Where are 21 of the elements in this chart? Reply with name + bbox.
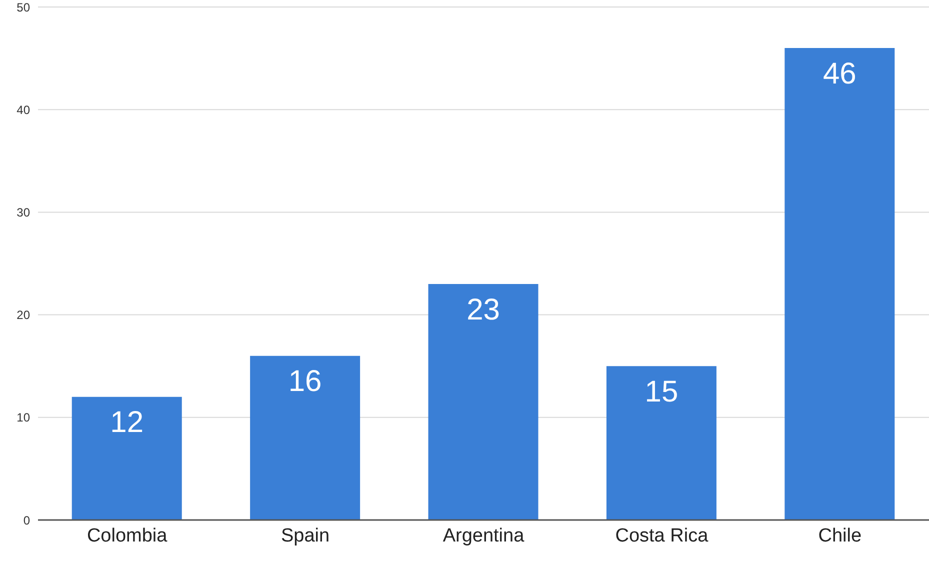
data-label: 16 [288, 365, 322, 398]
data-label: 12 [110, 406, 144, 440]
x-tick-label: Colombia [86, 525, 168, 546]
y-tick-label: 20 [16, 308, 30, 322]
y-tick-label: 30 [16, 205, 30, 220]
x-tick-label: Argentina [442, 525, 525, 546]
y-tick-label: 40 [16, 102, 30, 117]
data-label: 46 [822, 57, 856, 90]
x-tick-label: Costa Rica [615, 525, 709, 546]
x-tick-label: Chile [818, 525, 862, 546]
x-tick-label: Spain [280, 525, 330, 546]
bar [606, 366, 716, 520]
bar [72, 396, 182, 520]
bar [250, 356, 360, 520]
bar [784, 48, 895, 520]
y-tick-label: 50 [16, 0, 30, 14]
data-label: 15 [644, 375, 678, 408]
y-tick-label: 10 [16, 410, 30, 425]
y-tick-label: 0 [23, 513, 30, 528]
bar [428, 284, 538, 520]
data-label: 23 [466, 293, 500, 326]
